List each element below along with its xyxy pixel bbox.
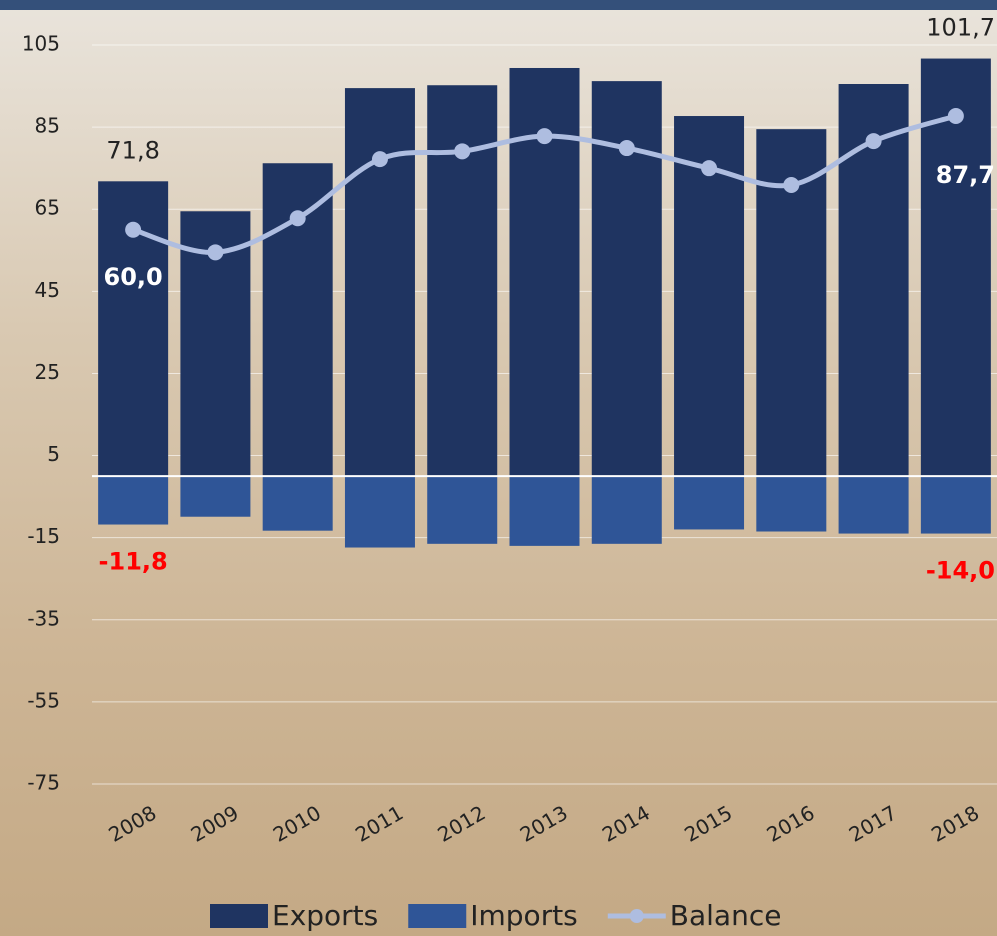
line-marker xyxy=(290,210,306,226)
line-marker xyxy=(619,140,635,156)
y-tick-label: -55 xyxy=(27,688,60,712)
legend-label: Exports xyxy=(272,899,378,932)
line-marker xyxy=(948,108,964,124)
y-tick-label: 45 xyxy=(35,278,60,302)
line-marker xyxy=(866,133,882,149)
data-label: -11,8 xyxy=(99,548,168,576)
line-marker xyxy=(701,160,717,176)
data-label: 71,8 xyxy=(106,136,159,164)
line-marker xyxy=(125,222,141,238)
bar xyxy=(592,476,662,544)
data-label: 101,7 xyxy=(926,14,995,42)
page: {"chart_data": {"type": "bar-line", "cat… xyxy=(0,0,997,936)
bar xyxy=(98,476,168,524)
legend-label: Balance xyxy=(670,899,782,932)
line-marker xyxy=(783,177,799,193)
bar xyxy=(756,476,826,531)
data-label: 60,0 xyxy=(104,263,163,291)
bar xyxy=(263,163,333,476)
header-bar xyxy=(0,0,997,10)
y-tick-label: 5 xyxy=(47,442,60,466)
legend-label: Imports xyxy=(470,899,578,932)
bar xyxy=(839,476,909,533)
legend-swatch xyxy=(408,904,466,928)
legend-swatch xyxy=(630,909,644,923)
bar xyxy=(345,88,415,476)
bar xyxy=(345,476,415,547)
y-tick-label: -15 xyxy=(27,524,60,548)
bar xyxy=(427,476,497,544)
bar xyxy=(674,476,744,529)
legend-swatch xyxy=(210,904,268,928)
line-marker xyxy=(454,143,470,159)
y-tick-label: -75 xyxy=(27,771,60,795)
line-marker xyxy=(372,151,388,167)
chart: 105 85 65 45 25 5 -15 -35 -55 -75 71,8 101,7 -11,8 -1… xyxy=(0,0,997,936)
y-tick-label: -35 xyxy=(27,606,60,630)
bar xyxy=(510,476,580,546)
bar xyxy=(921,476,991,533)
y-tick-label: 65 xyxy=(35,196,60,220)
bar xyxy=(180,476,250,517)
bar xyxy=(263,476,333,531)
line-marker xyxy=(207,244,223,260)
y-tick-label: 25 xyxy=(35,360,60,384)
data-label: 87,7 xyxy=(936,161,995,189)
y-tick-label: 105 xyxy=(22,32,60,56)
line-marker xyxy=(537,128,553,144)
data-label: -14,0 xyxy=(926,557,995,585)
y-tick-label: 85 xyxy=(35,114,60,138)
